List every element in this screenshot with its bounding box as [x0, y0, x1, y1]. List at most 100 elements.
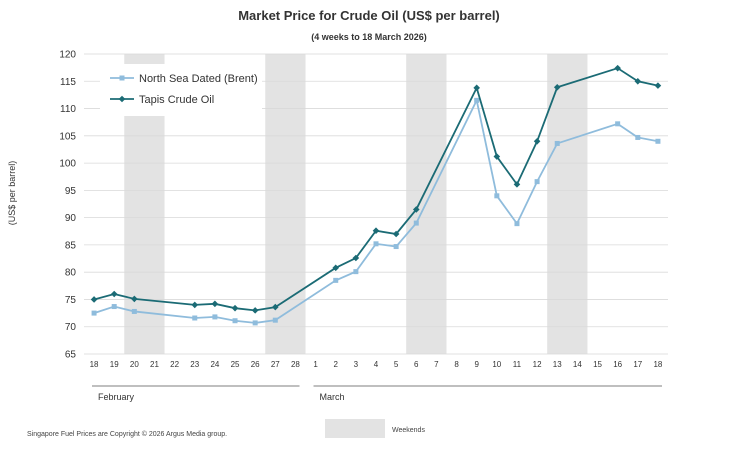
x-tick-label: 16 — [613, 360, 622, 369]
data-point-north-sea-dated-brent — [212, 314, 218, 320]
weekend-band-4 — [547, 54, 588, 354]
data-point-tapis-crude-oil — [553, 83, 561, 91]
legend-label-north-sea-dated-brent: North Sea Dated (Brent) — [139, 73, 258, 85]
chart-title: Market Price for Crude Oil (US$ per barr… — [238, 8, 500, 23]
data-point-tapis-crude-oil — [634, 77, 642, 85]
legend-marker-tapis-crude-oil — [118, 95, 126, 103]
legend: North Sea Dated (Brent) Tapis Crude Oil — [100, 64, 262, 116]
data-point-north-sea-dated-brent — [474, 97, 480, 103]
y-tick-label: 85 — [65, 240, 77, 251]
x-tick-label: 26 — [251, 360, 260, 369]
x-tick-label: 11 — [513, 360, 522, 369]
data-point-tapis-crude-oil — [412, 206, 420, 213]
x-tick-label: 7 — [434, 360, 439, 369]
data-point-north-sea-dated-brent — [272, 317, 278, 323]
data-point-north-sea-dated-brent — [192, 315, 198, 321]
x-tick-label: 10 — [492, 360, 501, 369]
x-tick-label: 23 — [190, 360, 199, 369]
data-point-north-sea-dated-brent — [514, 221, 520, 227]
y-tick-label: 120 — [59, 50, 76, 61]
x-tick-label: 6 — [414, 360, 419, 369]
series-layer — [90, 64, 662, 326]
x-tick-label: 3 — [354, 360, 359, 369]
data-point-tapis-crude-oil — [352, 254, 360, 262]
data-point-north-sea-dated-brent — [111, 304, 117, 310]
x-tick-label: 1 — [313, 360, 318, 369]
data-point-tapis-crude-oil — [90, 296, 98, 303]
data-point-north-sea-dated-brent — [333, 277, 339, 283]
data-point-north-sea-dated-brent — [91, 310, 97, 316]
x-tick-label: 21 — [150, 360, 159, 369]
y-tick-label: 80 — [65, 268, 77, 279]
x-tick-label: 14 — [573, 360, 582, 369]
x-tick-label: 24 — [210, 360, 219, 369]
data-point-tapis-crude-oil — [392, 230, 400, 238]
x-tick-label: 18 — [90, 360, 99, 369]
x-tick-label: 4 — [374, 360, 379, 369]
x-tick-label: 15 — [593, 360, 602, 369]
data-point-north-sea-dated-brent — [534, 179, 540, 185]
y-tick-label: 105 — [59, 131, 76, 142]
legend-marker-north-sea-dated-brent — [119, 75, 125, 81]
data-point-north-sea-dated-brent — [413, 220, 419, 226]
data-point-tapis-crude-oil — [513, 181, 521, 188]
data-point-tapis-crude-oil — [191, 301, 199, 309]
x-tick-label: 25 — [231, 360, 240, 369]
data-point-tapis-crude-oil — [211, 300, 219, 308]
data-point-north-sea-dated-brent — [131, 308, 137, 314]
x-tick-label: 5 — [394, 360, 399, 369]
data-point-tapis-crude-oil — [654, 82, 662, 89]
data-point-tapis-crude-oil — [473, 84, 480, 92]
y-axis-ticks: 65 70 75 80 85 90 95 100 105 110 115 120 — [59, 50, 76, 361]
y-tick-label: 90 — [65, 213, 77, 224]
x-tick-label: 17 — [633, 360, 642, 369]
x-axis: 18 19 20 21 22 23 24 25 26 27 28 1 2 3 4 5 6 7 8 9 10 11 12 13 1… — [90, 360, 663, 402]
data-point-north-sea-dated-brent — [655, 138, 661, 144]
data-point-tapis-crude-oil — [372, 227, 380, 235]
x-tick-label: 13 — [553, 360, 562, 369]
data-point-north-sea-dated-brent — [353, 269, 359, 275]
y-tick-label: 100 — [59, 159, 76, 170]
month-label-february: February — [98, 392, 135, 402]
x-tick-label: 20 — [130, 360, 139, 369]
y-tick-label: 95 — [65, 186, 77, 197]
x-tick-label: 19 — [110, 360, 119, 369]
month-label-march: March — [320, 392, 345, 402]
x-tick-label: 2 — [333, 360, 338, 369]
weekends-legend-label: Weekends — [392, 427, 425, 434]
x-tick-label: 9 — [474, 360, 479, 369]
x-tick-label: 28 — [291, 360, 300, 369]
data-point-tapis-crude-oil — [272, 303, 279, 311]
data-point-tapis-crude-oil — [231, 304, 239, 312]
y-tick-label: 70 — [65, 322, 77, 333]
y-tick-label: 110 — [60, 104, 76, 115]
data-point-north-sea-dated-brent — [615, 121, 621, 127]
x-tick-label: 18 — [653, 360, 662, 369]
x-tick-label: 8 — [454, 360, 459, 369]
data-point-north-sea-dated-brent — [494, 193, 500, 199]
data-point-north-sea-dated-brent — [393, 244, 399, 250]
data-point-tapis-crude-oil — [614, 64, 621, 72]
data-point-north-sea-dated-brent — [635, 134, 641, 140]
y-tick-label: 115 — [60, 77, 76, 88]
x-tick-label: 27 — [271, 360, 280, 369]
x-tick-label: 22 — [170, 360, 179, 369]
data-point-north-sea-dated-brent — [232, 318, 238, 324]
legend-label-tapis-crude-oil: Tapis Crude Oil — [139, 94, 214, 106]
data-point-north-sea-dated-brent — [554, 140, 560, 146]
data-point-north-sea-dated-brent — [373, 241, 379, 247]
y-axis-label: (US$ per barrel) — [7, 161, 17, 226]
weekend-band-2 — [265, 54, 306, 354]
legend-background — [100, 64, 262, 116]
data-point-tapis-crude-oil — [110, 290, 118, 298]
data-point-tapis-crude-oil — [533, 137, 541, 145]
copyright-note: Singapore Fuel Prices are Copyright © 20… — [27, 430, 227, 438]
data-point-tapis-crude-oil — [493, 153, 501, 160]
data-point-tapis-crude-oil — [332, 264, 340, 272]
data-point-tapis-crude-oil — [251, 307, 259, 314]
data-point-north-sea-dated-brent — [252, 320, 258, 326]
y-tick-label: 65 — [65, 350, 77, 361]
y-tick-label: 75 — [65, 295, 77, 306]
data-point-tapis-crude-oil — [131, 295, 138, 303]
